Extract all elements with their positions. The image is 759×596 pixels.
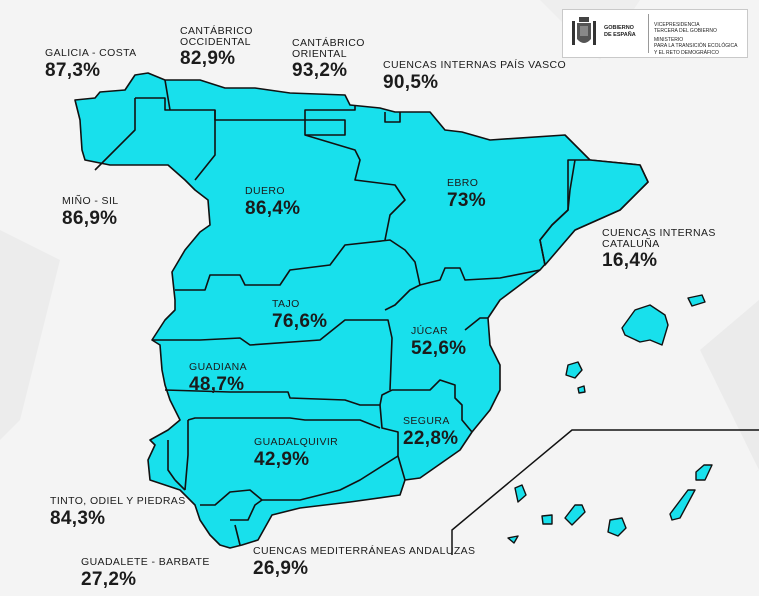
coat-of-arms-icon bbox=[572, 17, 596, 45]
label-pais-vasco: CUENCAS INTERNAS PAÍS VASCO 90,5% bbox=[383, 60, 566, 92]
gomera-shape bbox=[541, 514, 553, 525]
hierro-shape bbox=[507, 535, 519, 544]
basin-value: 76,6% bbox=[272, 310, 328, 332]
logo-ministry-text: VICEPRESIDENCIA TERCERA DEL GOBIERNO MIN… bbox=[654, 15, 737, 63]
peninsula-outline bbox=[74, 72, 649, 549]
basin-value: 82,9% bbox=[180, 48, 236, 69]
basin-name: CANTÁBRICO ORIENTAL bbox=[292, 37, 365, 60]
basin-name: EBRO bbox=[447, 177, 479, 189]
logo-government-text: GOBIERNO DE ESPAÑA bbox=[604, 25, 636, 38]
mallorca-shape bbox=[621, 304, 669, 346]
tenerife-shape bbox=[564, 504, 586, 526]
basin-name: MIÑO - SIL bbox=[62, 195, 119, 207]
basin-name: TINTO, ODIEL Y PIEDRAS bbox=[50, 495, 186, 507]
gran-canaria-shape bbox=[607, 517, 627, 537]
basin-name: JÚCAR bbox=[411, 325, 449, 337]
label-duero: DUERO 86,4% bbox=[245, 186, 300, 218]
formentera-shape bbox=[577, 385, 586, 394]
basin-value: 22,8% bbox=[403, 427, 459, 449]
label-tajo: TAJO 76,6% bbox=[272, 299, 327, 331]
label-guadalquivir: GUADALQUIVIR 42,9% bbox=[254, 437, 338, 469]
basin-name: DUERO bbox=[245, 185, 285, 197]
basin-value: 87,3% bbox=[45, 59, 101, 81]
la-palma-shape bbox=[514, 484, 527, 503]
basin-value: 84,3% bbox=[50, 507, 106, 529]
basin-value: 16,4% bbox=[602, 250, 658, 271]
label-guadiana: GUADIANA 48,7% bbox=[189, 362, 247, 394]
label-jucar: JÚCAR 52,6% bbox=[411, 326, 466, 358]
logo-vicepresidencia-text: VICEPRESIDENCIA TERCERA DEL GOBIERNO bbox=[654, 21, 717, 35]
basin-value: 26,9% bbox=[253, 557, 309, 579]
label-cantabrico-occidental: CANTÁBRICO OCCIDENTAL 82,9% bbox=[180, 26, 253, 68]
government-logo: GOBIERNO DE ESPAÑA VICEPRESIDENCIA TERCE… bbox=[562, 9, 748, 58]
logo-divider bbox=[648, 14, 649, 53]
basin-value: 73% bbox=[447, 189, 486, 211]
basin-value: 52,6% bbox=[411, 337, 467, 359]
basin-name: CANTÁBRICO OCCIDENTAL bbox=[180, 25, 253, 48]
basin-value: 90,5% bbox=[383, 71, 439, 93]
basin-name: GUADALQUIVIR bbox=[254, 436, 339, 448]
label-cantabrico-oriental: CANTÁBRICO ORIENTAL 93,2% bbox=[292, 38, 365, 80]
label-tinto-odiel-piedras: TINTO, ODIEL Y PIEDRAS 84,3% bbox=[50, 496, 186, 528]
label-galicia-costa: GALICIA - COSTA 87,3% bbox=[45, 48, 137, 80]
label-guadalete-barbate: GUADALETE - BARBATE 27,2% bbox=[81, 557, 210, 589]
basin-name: GALICIA - COSTA bbox=[45, 47, 137, 59]
ibiza-shape bbox=[565, 361, 583, 379]
basin-value: 93,2% bbox=[292, 60, 348, 81]
basin-value: 86,9% bbox=[62, 207, 118, 229]
menorca-shape bbox=[687, 294, 706, 307]
basin-value: 48,7% bbox=[189, 373, 245, 395]
basin-name: GUADALETE - BARBATE bbox=[81, 556, 210, 568]
basin-name: CUENCAS INTERNAS PAÍS VASCO bbox=[383, 59, 567, 71]
basin-name: GUADIANA bbox=[189, 361, 248, 373]
logo-ministerio-text: MINISTERIO PARA LA TRANSICIÓN ECOLÓGICA … bbox=[654, 36, 738, 56]
basin-value: 86,4% bbox=[245, 197, 301, 219]
basin-name: TAJO bbox=[272, 298, 300, 310]
label-segura: SEGURA 22,8% bbox=[403, 416, 458, 448]
label-mediterraneas-andaluzas: CUENCAS MEDITERRÁNEAS ANDALUZAS 26,9% bbox=[253, 546, 475, 578]
basin-name: CUENCAS MEDITERRÁNEAS ANDALUZAS bbox=[253, 545, 476, 557]
basin-value: 42,9% bbox=[254, 448, 310, 470]
lanzarote-shape bbox=[695, 464, 713, 481]
label-cataluna: CUENCAS INTERNAS CATALUÑA 16,4% bbox=[602, 228, 716, 270]
label-ebro: EBRO 73% bbox=[447, 178, 486, 210]
basin-name: SEGURA bbox=[403, 415, 450, 427]
label-mino-sil: MIÑO - SIL 86,9% bbox=[62, 196, 119, 228]
basin-name: CUENCAS INTERNAS CATALUÑA bbox=[602, 227, 716, 250]
basin-value: 27,2% bbox=[81, 568, 137, 590]
fuerteventura-shape bbox=[669, 489, 696, 521]
